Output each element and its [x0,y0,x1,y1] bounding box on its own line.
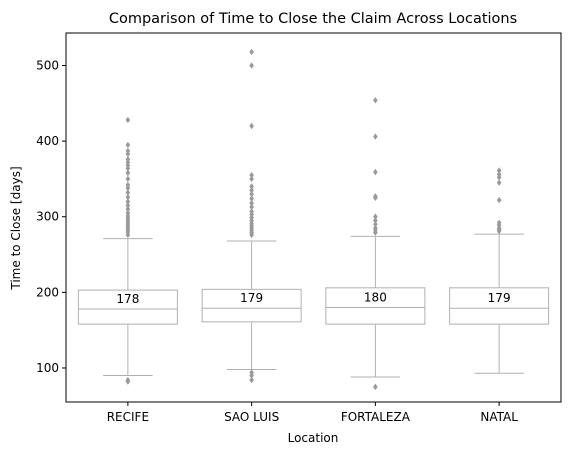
outlier-point [249,48,254,56]
x-tick-label: SAO LUIS [224,410,279,424]
outlier-point [125,198,131,205]
outlier-point [249,171,254,179]
outlier-point [249,369,254,376]
outlier-point [249,203,254,211]
outlier-point [125,189,131,196]
outlier-point [496,196,502,204]
outlier-point [125,205,131,213]
outlier-point [125,202,131,209]
y-tick-label: 200 [36,285,59,299]
outlier-point [373,193,378,200]
outlier-point [249,195,254,202]
outlier-point [373,133,378,140]
outlier-point [125,175,131,183]
outlier-point [249,190,254,198]
y-tick-label: 100 [36,361,59,375]
iqr-box [77,289,178,325]
outlier-point [125,209,131,217]
median-label: 179 [488,291,511,305]
outlier-point [125,193,131,201]
outlier-point [249,62,254,69]
outlier-point [125,169,131,177]
outlier-point [249,208,254,215]
median-label: 178 [116,292,139,306]
iqr-box [201,288,302,323]
x-axis-label: Location [288,431,339,445]
plot-layer: 100 200 300 400 500 RECIFE 178 SAO LUIS 179 FORTA… [36,48,550,424]
plot-frame [65,32,562,403]
outlier-point [249,122,254,130]
outlier-point [373,97,378,104]
outlier-point [373,224,378,232]
outlier-point [125,156,131,163]
iqr-box [325,287,426,325]
outlier-point [373,168,378,176]
chart-title: Comparison of Time to Close the Claim Ac… [109,11,517,27]
outlier-point [373,217,378,224]
outlier-point [373,383,378,391]
outlier-point [249,175,254,183]
iqr-box [449,287,550,325]
outlier-point [496,171,502,178]
x-tick-label: FORTALEZA [341,410,411,424]
outlier-point [125,181,131,189]
x-tick-label: RECIFE [107,410,149,424]
outlier-point [125,147,131,155]
outlier-point [249,199,254,207]
outlier-point [373,213,378,220]
y-tick-label: 400 [36,134,59,148]
outlier-point [496,167,502,174]
outlier-point [125,141,131,149]
outlier-point [373,221,378,228]
y-axis-label: Time to Close [days] [9,166,23,290]
median-label: 179 [240,291,263,305]
outlier-point [496,179,502,186]
y-tick-label: 500 [36,59,59,73]
x-tick-label: NATAL [480,410,518,424]
outlier-point [249,187,254,194]
outlier-point [249,376,254,384]
median-label: 180 [364,290,387,304]
outlier-point [125,116,131,124]
outlier-point [125,376,131,384]
outlier-point [496,219,502,226]
outlier-point [249,183,254,190]
y-tick-label: 300 [36,210,59,224]
